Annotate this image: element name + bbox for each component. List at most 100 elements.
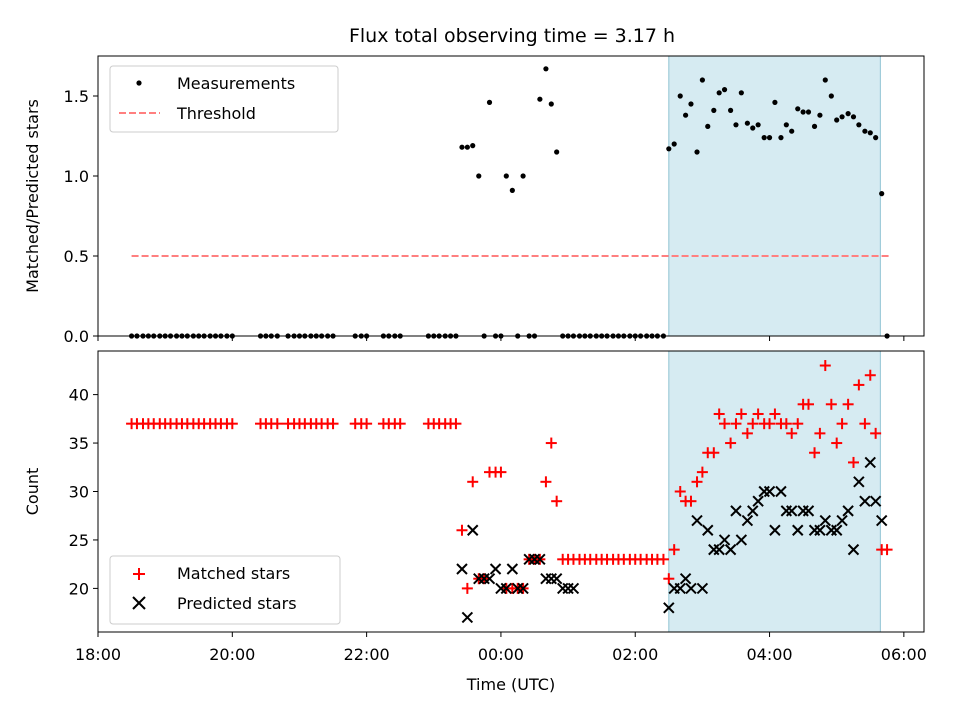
matched-star-point	[764, 418, 776, 430]
y-tick-label: 0.5	[64, 247, 89, 266]
measurement-point	[694, 149, 700, 155]
x-tick-label: 00:00	[478, 645, 524, 664]
predicted-star-point	[679, 572, 692, 585]
measurement-point	[783, 122, 789, 128]
ratio-y-ticks: 0.0 0.5 1.0 1.5	[64, 87, 98, 346]
predicted-star-point	[792, 524, 804, 536]
matched-star-point	[735, 408, 747, 420]
measurement-point	[817, 112, 823, 118]
predicted-star-point	[875, 514, 888, 527]
matched-star-point	[271, 418, 283, 430]
measurement-point	[834, 117, 840, 123]
matched-star-point	[551, 495, 563, 507]
measurement-point	[761, 135, 767, 141]
predicted-star-point	[550, 572, 563, 585]
matched-star-point	[881, 544, 893, 556]
predicted-star-point	[713, 543, 725, 556]
predicted-star-point	[747, 505, 759, 517]
predicted-star-point	[769, 524, 781, 536]
matched-star-point	[327, 418, 339, 430]
count-legend-box	[109, 555, 341, 625]
predicted-star-point	[517, 582, 529, 595]
measurement-point	[828, 93, 834, 99]
matched-star-point	[467, 476, 479, 488]
matched-star-point	[226, 418, 238, 430]
count-y-label: Count	[23, 468, 42, 516]
predicted-star-point	[859, 495, 871, 507]
y-tick-label: 30	[69, 483, 89, 502]
measurement-point	[727, 107, 734, 113]
measurement-point	[677, 93, 683, 99]
predicted-star-point	[730, 505, 742, 517]
measurement-point	[683, 112, 689, 118]
y-tick-label: 1.0	[64, 167, 89, 186]
measurement-point	[811, 123, 818, 129]
predicted-star-point	[718, 534, 731, 546]
predicted-star-point	[696, 582, 709, 595]
matched-star-point	[802, 398, 814, 410]
measurement-point	[716, 90, 722, 96]
matched-star-point	[752, 408, 764, 420]
measurement-point	[800, 109, 806, 115]
legend-measurement-marker	[136, 80, 142, 86]
predicted-star-point	[853, 476, 865, 488]
predicted-star-point	[864, 456, 876, 469]
measurement-point	[543, 66, 549, 72]
matched-star-point	[696, 466, 708, 478]
matched-star-point	[842, 398, 854, 410]
predicted-star-point	[685, 582, 697, 595]
matched-star-point	[864, 369, 876, 381]
measurement-point	[671, 141, 677, 147]
count-y-ticks: 20 25 30 35 40	[69, 386, 98, 598]
measurement-point	[744, 120, 750, 126]
predicted-star-point	[557, 582, 569, 595]
matched-star-point	[814, 427, 826, 439]
matched-star-point	[685, 495, 697, 507]
predicted-star-point	[483, 572, 496, 585]
legend-predicted-marker	[132, 596, 146, 610]
matched-star-point	[663, 573, 675, 585]
y-tick-label: 40	[69, 386, 89, 405]
measurement-point	[711, 107, 717, 113]
matched-star-point	[730, 418, 742, 430]
measurement-point	[666, 146, 672, 152]
measurement-point	[464, 144, 470, 150]
measurement-point	[509, 187, 515, 193]
y-tick-label: 0.0	[64, 327, 89, 346]
matched-star-point	[859, 418, 871, 430]
count-panel: 18:00 20:00 22:00 00:00 02:00 04:00 06:00 20 25…	[23, 350, 927, 694]
predicted-star-point	[735, 534, 748, 546]
measurement-point	[459, 144, 465, 150]
x-tick-label: 06:00	[881, 645, 927, 664]
predicted-star-point	[785, 505, 798, 517]
measurement-point	[845, 111, 851, 117]
predicted-star-point	[842, 505, 854, 517]
measurement-point	[470, 143, 476, 149]
matched-star-points	[126, 360, 893, 594]
matched-star-point	[657, 553, 669, 565]
matched-star-point	[713, 408, 725, 420]
predicted-star-point	[724, 543, 737, 556]
x-tick-label: 18:00	[75, 645, 121, 664]
measurement-point	[705, 123, 711, 129]
matched-star-point	[769, 408, 781, 420]
measurement-point	[789, 128, 795, 134]
matched-star-point	[825, 398, 837, 410]
count-x-ticks: 18:00 20:00 22:00 00:00 02:00 04:00 06:00	[75, 632, 927, 664]
measurement-point	[879, 191, 885, 197]
ratio-panel-frame	[97, 55, 925, 337]
measurement-point	[755, 122, 761, 128]
y-tick-label: 35	[69, 434, 89, 453]
predicted-star-point	[461, 611, 474, 624]
matched-star-point	[361, 418, 373, 430]
predicted-star-point	[562, 582, 574, 595]
matched-star-point	[708, 447, 720, 459]
measurement-point	[839, 114, 845, 120]
predicted-star-point	[830, 524, 843, 536]
predicted-star-point	[702, 524, 714, 536]
predicted-star-point	[814, 524, 826, 536]
matched-star-point	[786, 427, 798, 439]
measurement-point	[873, 135, 879, 141]
matched-star-point	[461, 582, 473, 594]
matched-star-point	[691, 476, 703, 488]
